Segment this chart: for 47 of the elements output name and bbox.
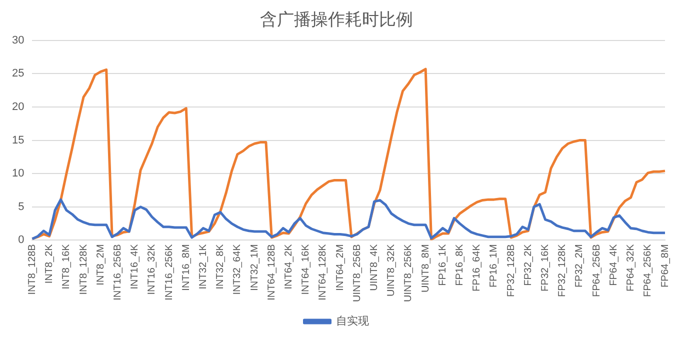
y-tick-label: 10	[12, 168, 24, 180]
x-tick-label: INT32_1M	[249, 244, 260, 291]
x-tick-label: FP64_4K	[608, 244, 620, 286]
x-tick-label: INT64_128B	[266, 244, 278, 300]
x-tick-label: FP32_128K	[557, 244, 568, 298]
x-tick-label: INT32_1K	[198, 244, 210, 290]
legend-label: 自实现	[336, 314, 369, 328]
x-tick-label: INT8_2K	[44, 244, 56, 284]
y-tick-label: 5	[18, 200, 24, 213]
x-tick-label: INT16_32K	[146, 244, 158, 295]
x-tick-label: INT8_128B	[26, 244, 38, 295]
x-tick-label: INT64_2M	[334, 244, 346, 291]
x-tick-label: FP64_32K	[626, 244, 637, 292]
x-tick-label: FP16_64K	[472, 244, 483, 292]
x-tick-label: INT32_8K	[215, 244, 226, 290]
x-tick-label: INT8_2M	[95, 244, 106, 286]
x-tick-label: FP32_128B	[506, 244, 517, 298]
x-tick-label: UINT8_256K	[403, 244, 414, 302]
x-tick-label: INT16_256B	[112, 244, 124, 300]
x-tick-label: FP16_1M	[488, 244, 500, 288]
x-tick-label: FP16_1K	[437, 244, 448, 286]
x-tick-label: FP32_2K	[522, 244, 534, 286]
chart-title: 含广播操作耗时比例	[260, 10, 413, 29]
x-tick-label: INT16_256K	[164, 244, 175, 300]
x-tick-label: FP16_8K	[454, 244, 466, 286]
x-tick-label: INT32_64K	[232, 244, 244, 295]
x-tick-label: INT16_8M	[180, 244, 192, 291]
x-tick-label: INT64_2K	[284, 244, 295, 290]
x-tick-label: UINT8_8M	[420, 244, 432, 293]
x-tick-label: INT16_4K	[130, 244, 141, 290]
y-tick-label: 30	[12, 34, 24, 46]
y-tick-label: 15	[12, 134, 24, 146]
x-tick-label: INT8_128K	[78, 244, 90, 295]
x-tick-label: INT64_16K	[300, 244, 312, 295]
x-tick-label: FP64_8M	[660, 244, 671, 288]
y-tick-label: 25	[12, 68, 24, 80]
x-tick-label: FP32_2M	[574, 244, 586, 288]
y-tick-label: 20	[12, 101, 24, 114]
x-tick-label: FP64_256K	[642, 244, 654, 298]
x-tick-label: UINT8_32K	[386, 244, 398, 296]
x-tick-label: FP32_16K	[540, 244, 552, 292]
x-tick-label: INT8_16K	[61, 244, 72, 290]
x-tick-label: UINT8_256B	[352, 244, 363, 302]
x-tick-label: FP64_256B	[591, 244, 602, 298]
y-tick-label: 0	[18, 234, 24, 246]
x-tick-label: INT64_128K	[318, 244, 329, 300]
x-tick-label: UINT8_4K	[369, 244, 380, 291]
